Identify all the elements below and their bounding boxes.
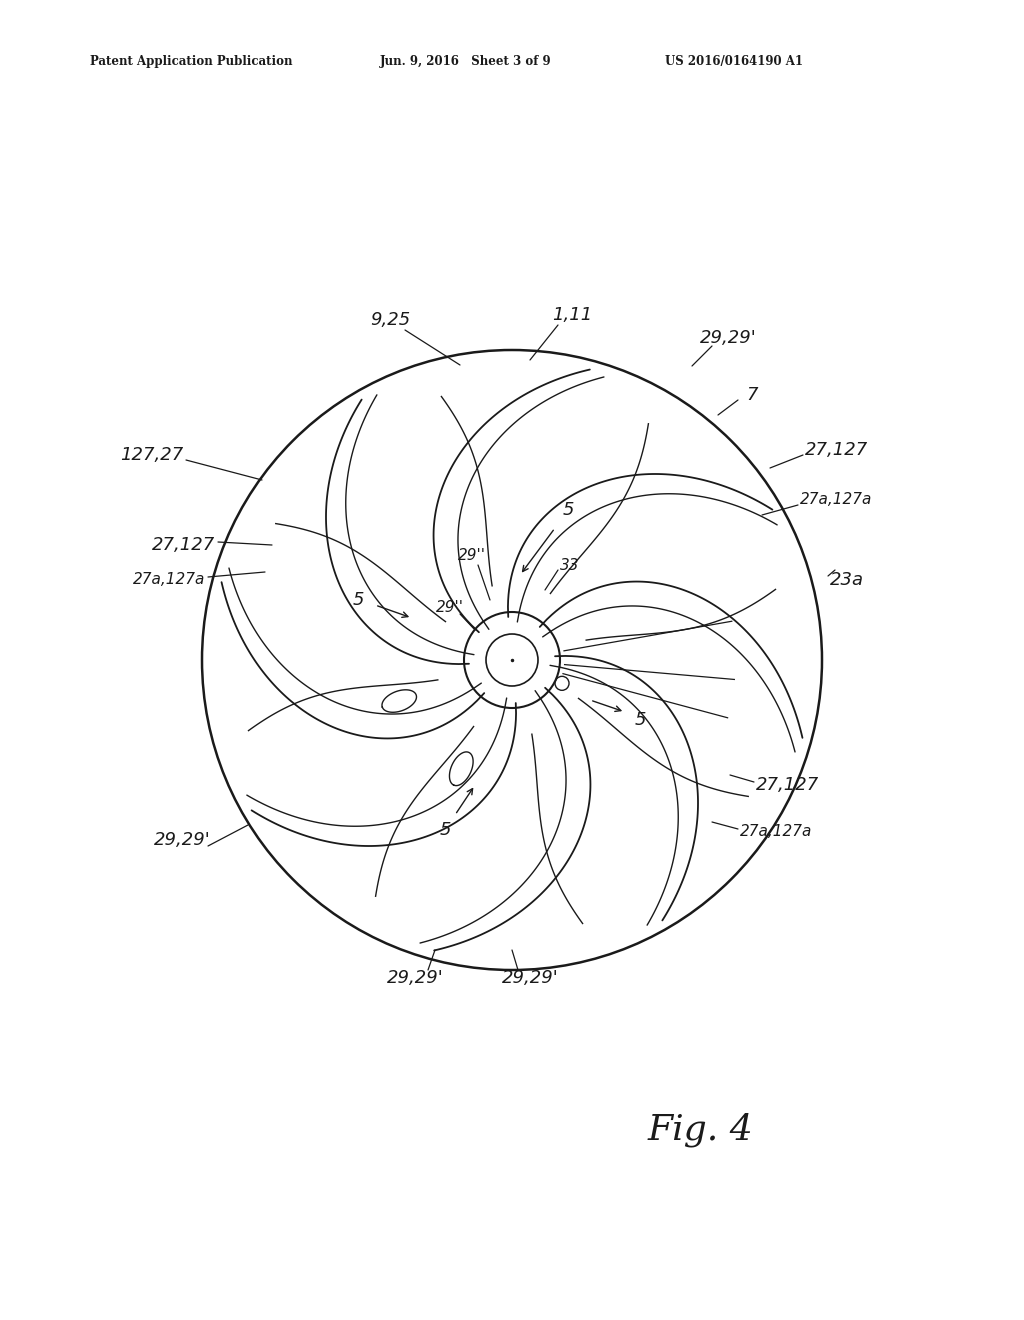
Text: 29,29': 29,29' (502, 969, 558, 987)
Text: Fig. 4: Fig. 4 (648, 1113, 754, 1147)
Text: 27a,127a: 27a,127a (800, 492, 872, 507)
Text: 27,127: 27,127 (756, 776, 819, 795)
Text: 5: 5 (439, 821, 451, 840)
Text: 27,127: 27,127 (152, 536, 215, 554)
Text: 33: 33 (560, 557, 580, 573)
Text: 7: 7 (746, 385, 758, 404)
Text: 127,27: 127,27 (120, 446, 183, 465)
Text: US 2016/0164190 A1: US 2016/0164190 A1 (665, 55, 803, 69)
Text: 5: 5 (634, 711, 646, 729)
Text: 29,29': 29,29' (154, 832, 210, 849)
Text: 9,25: 9,25 (370, 312, 411, 329)
Text: 29,29': 29,29' (699, 329, 757, 347)
Text: 27,127: 27,127 (805, 441, 868, 459)
Text: 27a,127a: 27a,127a (133, 573, 205, 587)
Text: 1,11: 1,11 (552, 306, 592, 323)
Text: 29'': 29'' (458, 549, 486, 564)
Text: 23a: 23a (830, 572, 864, 589)
Text: 27a,127a: 27a,127a (740, 825, 812, 840)
Text: 29,29': 29,29' (387, 969, 443, 987)
Text: 29'': 29'' (436, 601, 464, 615)
Text: 5: 5 (352, 591, 364, 609)
Text: 5: 5 (562, 502, 573, 519)
Text: Jun. 9, 2016   Sheet 3 of 9: Jun. 9, 2016 Sheet 3 of 9 (380, 55, 552, 69)
Text: Patent Application Publication: Patent Application Publication (90, 55, 293, 69)
